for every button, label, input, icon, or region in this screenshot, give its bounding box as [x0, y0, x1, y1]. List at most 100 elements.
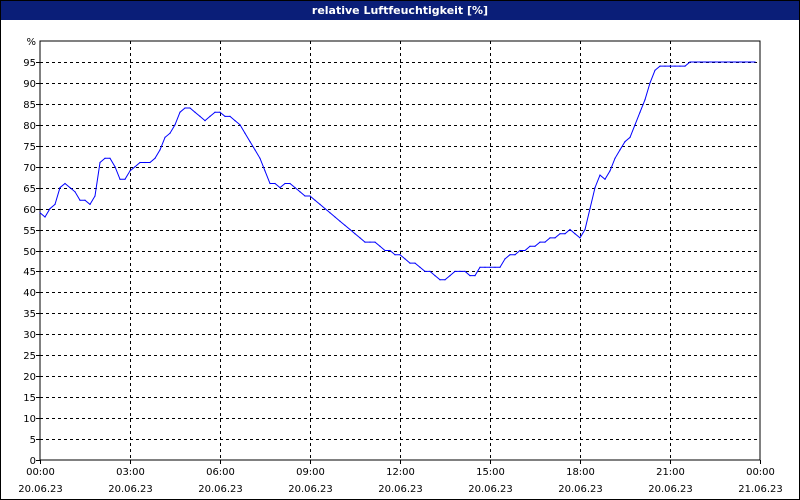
data-point	[204, 120, 206, 122]
data-point	[344, 224, 346, 226]
data-point	[374, 241, 376, 243]
y-tick-label: 25	[23, 351, 36, 362]
data-point	[689, 61, 691, 63]
x-tick-date-label: 20.06.23	[108, 484, 153, 495]
data-point	[364, 241, 366, 243]
data-point	[404, 258, 406, 260]
data-point	[39, 212, 41, 214]
data-point	[414, 262, 416, 264]
x-tick-time-label: 12:00	[386, 467, 415, 478]
data-point	[214, 111, 216, 113]
y-tick-label: 0	[30, 456, 36, 467]
y-tick-label: 50	[23, 247, 36, 258]
data-point	[169, 132, 171, 134]
y-tick-label: 40	[23, 288, 36, 299]
data-point	[524, 249, 526, 252]
data-point	[429, 270, 431, 272]
data-point	[529, 245, 531, 247]
data-point	[399, 254, 401, 256]
y-axis-unit-label: %	[26, 37, 36, 48]
data-point	[284, 182, 286, 185]
x-tick-time-label: 21:00	[656, 467, 685, 478]
data-point	[184, 107, 186, 109]
data-point	[84, 199, 86, 201]
data-point	[619, 149, 621, 151]
data-point	[709, 61, 711, 63]
data-point	[514, 254, 516, 256]
data-point	[389, 249, 391, 252]
data-point	[719, 61, 721, 63]
data-point	[139, 161, 141, 164]
x-tick-date-label: 20.06.23	[558, 484, 603, 495]
data-point	[279, 187, 281, 189]
data-point	[474, 275, 476, 277]
data-point	[99, 161, 101, 164]
data-point	[544, 241, 546, 243]
data-point	[489, 266, 491, 268]
data-point	[49, 208, 51, 210]
data-point	[594, 187, 596, 189]
data-point	[104, 157, 106, 159]
data-point	[684, 65, 686, 67]
y-tick-label: 95	[23, 58, 36, 69]
data-point	[244, 132, 246, 134]
data-point	[54, 203, 56, 205]
data-point	[494, 266, 496, 268]
y-tick-label: 20	[23, 372, 36, 383]
data-point	[639, 111, 641, 113]
axes: 0 5 10 15 20 25 30 35 40 45 50 55 60 65 70 75 80 85 90 95% 0…	[18, 37, 783, 495]
data-point	[554, 237, 556, 239]
data-point	[469, 275, 471, 277]
x-tick-date-label: 21.06.23	[738, 484, 783, 495]
y-tick-label: 75	[23, 142, 36, 153]
data-point	[539, 241, 541, 243]
data-point	[519, 249, 521, 252]
data-point	[424, 270, 426, 272]
data-point	[209, 115, 211, 117]
y-tick-label: 60	[23, 205, 36, 216]
data-point	[59, 187, 61, 189]
data-point	[94, 195, 96, 197]
chart-title: relative Luftfeuchtigkeit [%]	[1, 1, 799, 20]
data-point	[394, 254, 396, 256]
data-point	[744, 61, 746, 63]
data-point	[649, 82, 651, 84]
data-point	[504, 258, 506, 260]
data-point	[664, 65, 666, 67]
data-point	[309, 195, 311, 197]
data-point	[569, 228, 571, 231]
data-point	[134, 166, 136, 168]
data-point	[659, 65, 661, 67]
data-point	[224, 115, 226, 117]
data-point	[324, 208, 326, 210]
data-point	[434, 275, 436, 277]
data-point	[579, 237, 581, 239]
data-point	[714, 61, 716, 63]
data-point	[74, 191, 76, 193]
data-point	[599, 174, 601, 176]
x-tick-time-label: 00:00	[26, 467, 55, 478]
data-point	[299, 191, 301, 193]
data-point	[259, 157, 261, 159]
y-tick-label: 80	[23, 121, 36, 132]
data-point	[614, 157, 616, 159]
data-point	[239, 124, 241, 126]
data-point	[354, 233, 356, 235]
data-point	[64, 182, 66, 185]
data-point	[454, 270, 456, 272]
x-tick-time-label: 09:00	[296, 467, 325, 478]
data-point	[269, 182, 271, 185]
data-point	[264, 170, 266, 172]
y-tick-label: 55	[23, 226, 36, 237]
data-point	[589, 208, 591, 210]
data-point	[739, 61, 741, 63]
data-point	[729, 61, 731, 63]
data-point	[674, 65, 676, 67]
data-point	[624, 141, 626, 143]
data-point	[479, 266, 481, 268]
data-point	[549, 237, 551, 239]
x-tick-time-label: 15:00	[476, 467, 505, 478]
grid	[40, 41, 760, 460]
data-point	[369, 241, 371, 243]
